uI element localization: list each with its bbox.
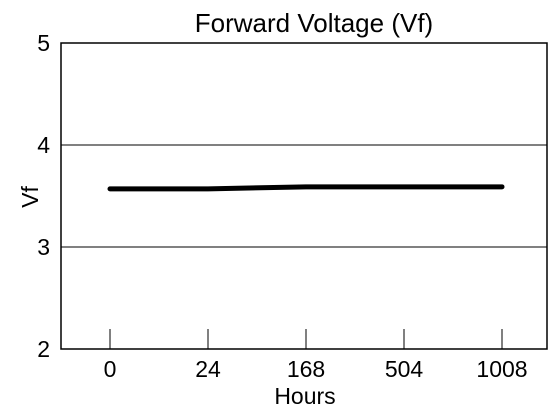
x-tick-label-504: 504 [385,356,424,382]
x-tick-label-24: 24 [195,356,221,382]
series [107,184,505,192]
x-tick-label-1008: 1008 [476,356,527,382]
y-axis-label: Vf [17,186,43,208]
y-ticks: 2 3 4 5 [37,30,50,362]
y-tick-label-5: 5 [37,30,50,56]
x-ticks: 0 24 168 504 1008 [104,329,528,382]
chart-title: Forward Voltage (Vf) [195,8,433,38]
plot-frame [60,42,548,350]
x-tick-label-0: 0 [104,356,117,382]
x-axis-label: Hours [274,383,335,409]
x-tick-label-168: 168 [287,356,325,382]
gridlines [61,144,547,248]
y-tick-label-2: 2 [37,336,50,362]
series-line-0 [107,184,505,192]
y-tick-label-4: 4 [37,132,50,158]
y-tick-label-3: 3 [37,234,50,260]
